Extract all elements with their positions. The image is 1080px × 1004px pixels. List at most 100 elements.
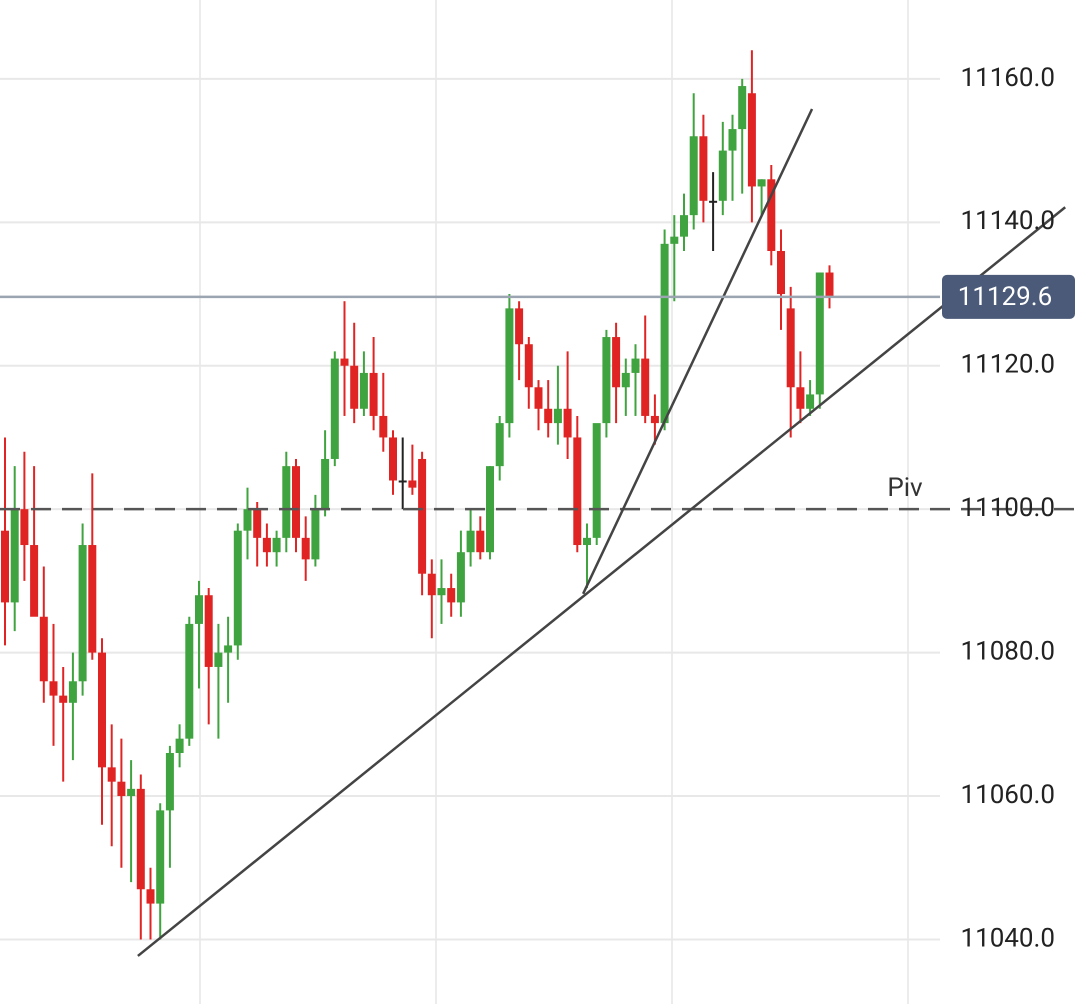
candle-body <box>195 595 203 624</box>
candle-body <box>233 530 242 646</box>
candle-body <box>670 236 679 244</box>
y-tick-label: 11140.0 <box>960 206 1055 236</box>
y-tick-label: 11060.0 <box>960 780 1055 810</box>
candle-body <box>747 93 756 187</box>
y-tick-label: 11160.0 <box>960 63 1055 93</box>
candle-body <box>699 136 708 201</box>
candle-body <box>146 889 155 904</box>
candle-body <box>107 767 116 782</box>
candle-body <box>437 588 446 596</box>
y-tick-label: 11080.0 <box>960 636 1055 666</box>
y-tick-label: 11100.0 <box>960 493 1055 523</box>
candle-body <box>825 272 834 297</box>
candle-body <box>311 509 320 560</box>
candle-body <box>117 781 126 797</box>
candle-body <box>127 788 136 797</box>
candle-body <box>1 530 9 603</box>
candle-body <box>359 372 368 409</box>
trendline <box>137 206 1066 957</box>
candle-body <box>553 408 562 424</box>
candle-body <box>728 129 737 151</box>
candle-body <box>350 365 359 409</box>
candle-body <box>544 408 553 424</box>
candle-body <box>321 458 330 510</box>
candle-body <box>738 86 747 130</box>
candle-body <box>10 509 19 603</box>
candle-body <box>641 358 650 416</box>
candle-body <box>718 150 727 201</box>
candle-body <box>39 616 48 682</box>
candle-body <box>476 530 485 553</box>
time-grid <box>199 0 909 1004</box>
candle-body <box>650 415 659 424</box>
candle-body <box>165 753 174 811</box>
candle-body <box>709 200 718 203</box>
candle-body <box>185 623 194 739</box>
candle-body <box>272 537 281 553</box>
last-price-box <box>942 274 1075 319</box>
candle-body <box>59 695 68 703</box>
candle-body <box>592 423 601 538</box>
candle-body <box>243 509 252 531</box>
candle-body <box>88 545 97 653</box>
candle-body <box>815 272 824 395</box>
candle-body <box>156 810 165 904</box>
last-price-label: 11129.6 <box>958 282 1053 312</box>
candle-body <box>98 652 106 768</box>
candle-body <box>767 179 776 251</box>
candle-body <box>398 480 407 483</box>
candle-body <box>30 545 39 617</box>
candle-body <box>573 437 582 546</box>
candle-body <box>447 588 456 603</box>
candle-body <box>757 179 766 187</box>
candle-body <box>253 509 262 538</box>
pivot-label: Piv <box>887 473 923 503</box>
candle-body <box>631 358 640 373</box>
candle-body <box>505 308 514 424</box>
candle-body <box>292 466 300 538</box>
candle-body <box>340 358 349 366</box>
candle-body <box>786 308 795 388</box>
candle-body <box>282 466 291 538</box>
y-tick-label: 11120.0 <box>960 350 1055 380</box>
candle-body <box>689 136 698 216</box>
candle-body <box>524 344 533 388</box>
candle-body <box>621 372 630 388</box>
candle-body <box>466 530 475 553</box>
candle-body <box>78 545 87 682</box>
candle-body <box>418 458 427 574</box>
candle-body <box>389 437 397 481</box>
candle-body <box>330 358 339 459</box>
candle-body <box>796 387 805 409</box>
candle-body <box>214 652 223 667</box>
candle-body <box>777 251 785 295</box>
candle-body <box>680 215 688 237</box>
candle-body <box>602 337 611 424</box>
y-tick-label: 11040.0 <box>960 923 1055 953</box>
candle-body <box>68 681 77 703</box>
candle-body <box>563 408 572 438</box>
candle-body <box>486 466 494 553</box>
candle-body <box>583 537 591 546</box>
candle-body <box>806 394 815 409</box>
candle-body <box>224 645 233 653</box>
candle-body <box>427 573 436 596</box>
candle-body <box>49 681 58 696</box>
candle-body <box>534 387 543 409</box>
candle-body <box>301 537 310 560</box>
candle-body <box>136 788 145 890</box>
candle-body <box>379 415 388 438</box>
trendline <box>581 108 814 595</box>
candle-body <box>515 308 524 345</box>
candle-body <box>612 337 621 388</box>
candle-body <box>660 243 669 424</box>
candle-body <box>456 552 465 603</box>
candle-body <box>20 509 29 546</box>
candle-body <box>408 480 417 488</box>
candle-body <box>495 423 504 467</box>
candle-body <box>204 595 213 667</box>
candle-body <box>262 537 271 553</box>
candle-body <box>175 738 184 753</box>
candle-body <box>369 372 378 416</box>
